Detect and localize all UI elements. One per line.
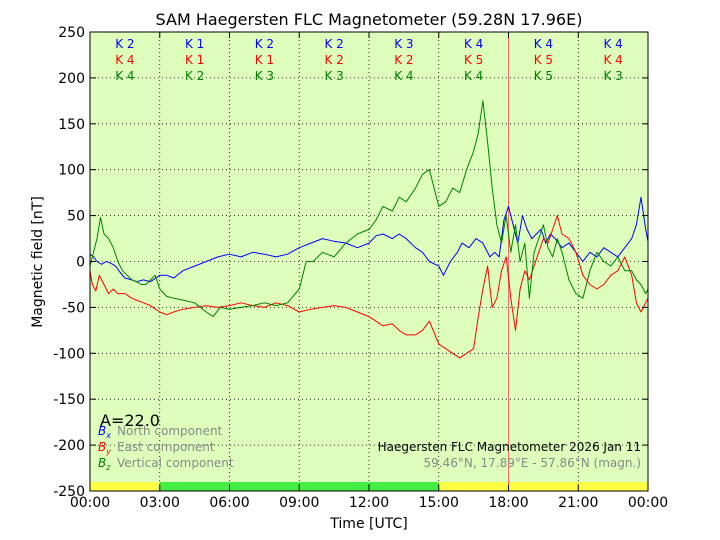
coordinates-info-line: 59.46°N, 17.89°E - 57.86°N (magn.) [424, 456, 641, 470]
x-tick-label-7: 21:00 [558, 495, 598, 511]
x-tick-label-5: 15:00 [419, 495, 459, 511]
k-index-table: K 2 K 1 K 2 K 2 K 3 K 4 K 4 K 4 K 4 K 1 K 1 K 2 K 2 K… [115, 37, 623, 83]
series-line-y [89, 215, 649, 359]
series-lines [89, 100, 649, 359]
legend: Bx North component By East component Bz … [98, 424, 234, 472]
series-line-z [89, 100, 649, 318]
y-tick-label-1: -200 [53, 438, 85, 454]
k-index-z-5: K 4 [464, 69, 483, 83]
x-tick-label-0: 00:00 [70, 495, 110, 511]
legend-symbol-y: By [98, 440, 111, 456]
chart-title: SAM Haegersten FLC Magnetometer (59.28N … [156, 10, 583, 29]
legend-symbol-x-letter: B [98, 424, 106, 438]
k-index-z-1: K 2 [185, 69, 204, 83]
legend-symbol-z-letter: B [98, 456, 106, 470]
k-index-x-0: K 2 [115, 37, 134, 51]
y-axis-label: Magnetic field [nT] [30, 196, 46, 328]
axis-ticks: 00:00 03:00 06:00 09:00 12:00 15:00 18:00 21:00… [53, 25, 668, 511]
k-index-y-7: K 4 [603, 53, 622, 67]
k-index-z-2: K 3 [255, 69, 274, 83]
y-tick-label-10: 250 [58, 25, 85, 41]
k-index-y-3: K 2 [324, 53, 343, 67]
series-line-x [89, 196, 649, 283]
k-index-y-4: K 2 [394, 53, 413, 67]
y-tick-label-8: 150 [58, 117, 85, 133]
k-index-y-0: K 4 [115, 53, 134, 67]
k-index-z-0: K 4 [115, 69, 134, 83]
k-index-x-6: K 4 [534, 37, 553, 51]
k-index-z-4: K 4 [394, 69, 413, 83]
y-tick-label-0: -250 [53, 484, 85, 500]
k-index-x-5: K 4 [464, 37, 483, 51]
k-index-y-6: K 5 [534, 53, 553, 67]
legend-symbol-x-sub: x [105, 431, 111, 440]
x-tick-label-8: 00:00 [628, 495, 668, 511]
y-tick-label-3: -100 [53, 346, 85, 362]
y-tick-label-7: 100 [58, 163, 85, 179]
legend-label-vertical: Vertical component [117, 456, 234, 470]
legend-label-north: North component [117, 424, 223, 438]
k-index-x-2: K 2 [255, 37, 274, 51]
legend-symbol-x: Bx [98, 424, 111, 440]
k-index-z-7: K 3 [603, 69, 622, 83]
y-tick-label-4: -50 [62, 300, 85, 316]
legend-symbol-z-sub: z [105, 463, 111, 472]
k-index-x-3: K 2 [324, 37, 343, 51]
k-index-x-7: K 4 [603, 37, 622, 51]
x-tick-label-3: 09:00 [279, 495, 319, 511]
legend-symbol-z: Bz [98, 456, 111, 472]
k-index-y-1: K 1 [185, 53, 204, 67]
activity-segment-2 [438, 482, 648, 491]
x-tick-label-2: 06:00 [209, 495, 249, 511]
k-index-z-6: K 5 [534, 69, 553, 83]
x-tick-label-1: 03:00 [140, 495, 180, 511]
y-tick-label-2: -150 [53, 392, 85, 408]
y-tick-label-5: 0 [76, 255, 85, 271]
x-tick-label-4: 12:00 [349, 495, 389, 511]
legend-symbol-y-sub: y [105, 447, 111, 456]
legend-symbol-y-letter: B [98, 440, 106, 454]
x-tick-label-6: 18:00 [488, 495, 528, 511]
y-tick-label-9: 200 [58, 71, 85, 87]
k-index-z-3: K 3 [324, 69, 343, 83]
x-axis-label: Time [UTC] [329, 516, 407, 532]
station-info-line: Haegersten FLC Magnetometer 2026 Jan 11 [378, 440, 641, 454]
activity-segment-0 [90, 482, 160, 491]
legend-label-east: East component [117, 440, 215, 454]
k-index-y-5: K 5 [464, 53, 483, 67]
k-index-x-1: K 1 [185, 37, 204, 51]
k-index-x-4: K 3 [394, 37, 413, 51]
a-index-label: A=22.0 [100, 411, 160, 430]
y-tick-label-6: 50 [67, 209, 85, 225]
k-index-y-2: K 1 [255, 53, 274, 67]
